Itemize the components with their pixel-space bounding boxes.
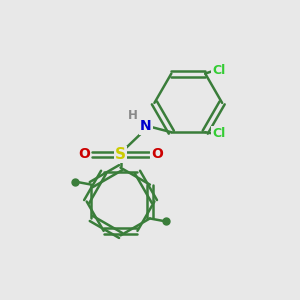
- Text: Cl: Cl: [212, 64, 226, 77]
- Text: O: O: [151, 147, 163, 161]
- Text: S: S: [115, 147, 126, 162]
- Text: N: N: [140, 119, 152, 134]
- Text: O: O: [78, 147, 90, 161]
- Text: H: H: [128, 109, 137, 122]
- Text: Cl: Cl: [212, 127, 226, 140]
